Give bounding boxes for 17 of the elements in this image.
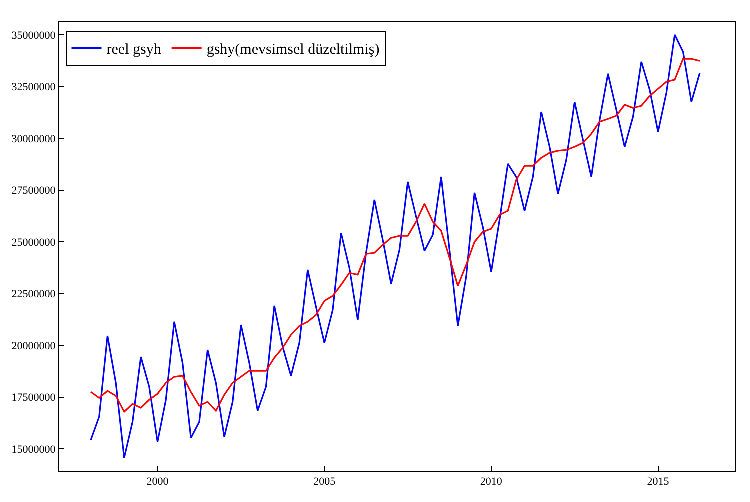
y-tick-label: 22500000 [12,288,56,301]
y-tick-label: 17500000 [12,392,56,404]
line-series [90,34,701,459]
line-series [90,58,701,413]
x-tick-label: 2005 [314,476,336,488]
x-tick-label: 2000 [146,476,170,488]
y-tick-label: 15000000 [12,444,56,456]
y-tick-label: 20000000 [12,340,56,352]
x-tick-label: 2015 [647,476,670,488]
y-tick-label: 30000000 [12,133,56,146]
y-tick-label: 35000000 [12,30,56,42]
legend-label: reel gsyh [106,42,162,58]
x-tick-label: 2010 [480,476,503,488]
y-tick-label: 32500000 [12,82,56,94]
y-tick-label: 27500000 [12,185,56,198]
legend-label: gshy(mevsimsel düzeltilmiş) [206,42,380,58]
y-tick-label: 25000000 [12,236,56,249]
